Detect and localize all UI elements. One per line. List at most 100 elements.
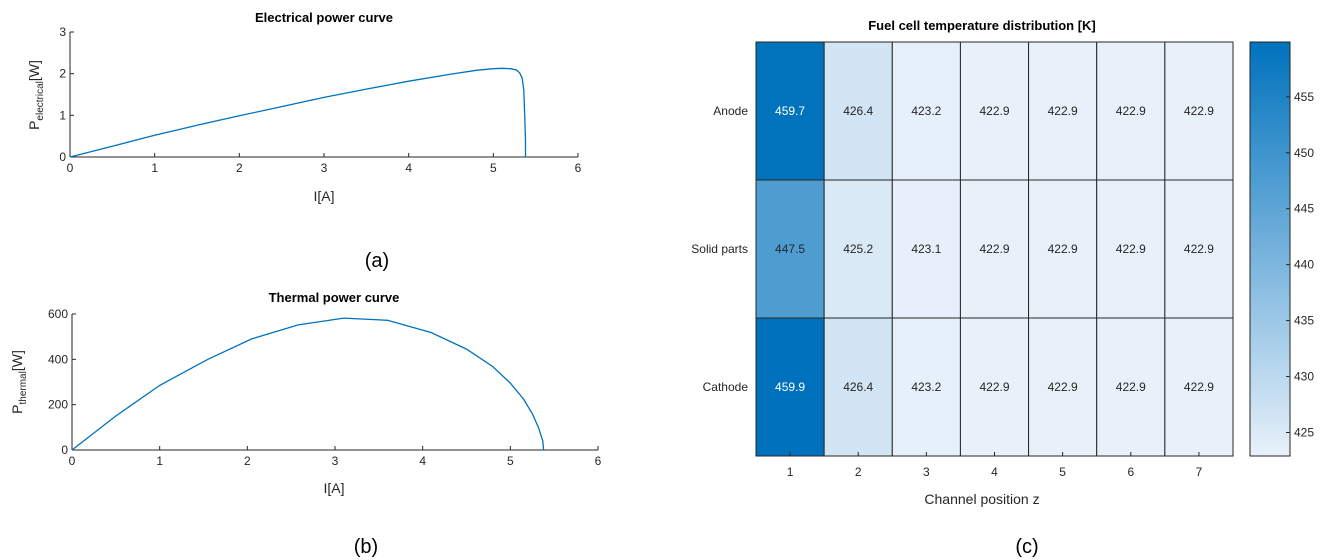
heatmap-cell — [1028, 179, 1098, 319]
heatmap-x-tick-label: 4 — [991, 465, 998, 479]
electrical-series-line — [69, 67, 527, 158]
heatmap-x-tick-label: 5 — [1059, 465, 1066, 479]
heatmap-cell — [755, 179, 825, 319]
heatmap-cell-value: 459.9 — [775, 380, 805, 394]
chart-title-electrical: Electrical power curve — [255, 10, 393, 25]
heatmap-cell — [1028, 317, 1098, 457]
heatmap-cell — [1096, 41, 1166, 181]
heatmap-cell-value: 422.9 — [1048, 242, 1078, 256]
y-axis-label-main: P — [26, 121, 42, 130]
heatmap-row-label: Cathode — [703, 380, 749, 394]
heatmap-cell — [891, 179, 961, 319]
electrical-power-chart: Electrical power curve I[A] Pelectrical[… — [26, 10, 582, 272]
colorbar-tick-label: 440 — [1294, 258, 1314, 272]
heatmap-cell — [891, 317, 961, 457]
thermal-x-tick-label: 3 — [332, 454, 339, 468]
electrical-y-tick-label: 2 — [59, 67, 66, 81]
thermal-x-tick-label: 5 — [507, 454, 514, 468]
heatmap-cell-value: 422.9 — [979, 242, 1009, 256]
heatmap-row-label: Anode — [713, 104, 748, 118]
thermal-power-chart: Thermal power curve I[A] Pthermal[W] (b)… — [9, 290, 602, 558]
heatmap-cell — [823, 179, 893, 319]
electrical-y-tick-label: 1 — [59, 108, 66, 122]
heatmap-cell-value: 426.4 — [843, 380, 873, 394]
heatmap-cell-value: 447.5 — [775, 242, 805, 256]
electrical-x-tick-label: 6 — [575, 161, 582, 175]
colorbar-tick-label: 425 — [1294, 426, 1314, 440]
heatmap-cell-value: 423.2 — [911, 380, 941, 394]
heatmap-cell-value: 422.9 — [979, 104, 1009, 118]
panel-label-b: (b) — [354, 536, 378, 558]
electrical-x-tick-label: 4 — [405, 161, 412, 175]
y-axis-label-unit: [W] — [26, 60, 42, 81]
heatmap-row-label: Solid parts — [691, 242, 748, 256]
thermal-y-tick-label: 0 — [61, 443, 68, 457]
thermal-x-tick-label: 4 — [419, 454, 426, 468]
heatmap-cell — [1164, 317, 1234, 457]
heatmap-cell-value: 422.9 — [1048, 104, 1078, 118]
colorbar-tick-label: 455 — [1294, 90, 1314, 104]
colorbar-tick-label: 435 — [1294, 314, 1314, 328]
heatmap-cell — [1164, 41, 1234, 181]
heatmap-cell — [823, 317, 893, 457]
electrical-x-tick-label: 3 — [321, 161, 328, 175]
thermal-x-tick-label: 1 — [156, 454, 163, 468]
panel-label-c: (c) — [1015, 536, 1038, 558]
heatmap-cell — [823, 41, 893, 181]
electrical-x-tick-label: 1 — [151, 161, 158, 175]
heatmap-cell-value: 423.1 — [911, 242, 941, 256]
heatmap-title: Fuel cell temperature distribution [K] — [868, 18, 1096, 33]
electrical-y-tick-label: 3 — [59, 25, 66, 39]
heatmap-x-tick-label: 7 — [1196, 465, 1203, 479]
heatmap-cell-value: 459.7 — [775, 104, 805, 118]
thermal-x-tick-label: 0 — [69, 454, 76, 468]
heatmap-cell — [959, 179, 1030, 319]
thermal-y-tick-label: 400 — [48, 352, 68, 366]
thermal-x-tick-label: 6 — [595, 454, 602, 468]
x-axis-label-electrical: I[A] — [313, 188, 334, 204]
y-axis-label-thermal: Pthermal[W] — [9, 350, 29, 414]
heatmap-cell-value: 422.9 — [1116, 242, 1146, 256]
y-axis-label-main: P — [9, 405, 25, 414]
heatmap-cell-value: 422.9 — [1116, 104, 1146, 118]
temperature-heatmap: Fuel cell temperature distribution [K] C… — [691, 18, 1314, 558]
panel-label-a: (a) — [365, 250, 389, 272]
heatmap-cell-value: 423.2 — [911, 104, 941, 118]
y-axis-label-subscript: thermal — [18, 371, 29, 404]
thermal-y-tick-label: 600 — [48, 307, 68, 321]
heatmap-cell-value: 422.9 — [1184, 104, 1214, 118]
chart-title-thermal: Thermal power curve — [269, 290, 400, 305]
heatmap-cell-value: 425.2 — [843, 242, 873, 256]
thermal-x-tick-label: 2 — [244, 454, 251, 468]
heatmap-x-tick-label: 2 — [855, 465, 862, 479]
x-axis-label-thermal: I[A] — [323, 480, 344, 496]
y-axis-label-electrical: Pelectrical[W] — [26, 60, 46, 130]
electrical-x-tick-label: 2 — [236, 161, 243, 175]
heatmap-cell-value: 422.9 — [979, 380, 1009, 394]
heatmap-cell — [755, 317, 825, 457]
heatmap-cell-value: 422.9 — [1048, 380, 1078, 394]
electrical-y-tick-label: 0 — [59, 150, 66, 164]
electrical-x-tick-label: 5 — [490, 161, 497, 175]
heatmap-cell — [1164, 179, 1234, 319]
colorbar-tick-label: 445 — [1294, 202, 1314, 216]
thermal-y-tick-label: 200 — [48, 398, 68, 412]
colorbar — [1249, 41, 1291, 457]
heatmap-x-tick-label: 6 — [1127, 465, 1134, 479]
y-axis-label-subscript: electrical — [35, 81, 46, 120]
heatmap-cell — [959, 41, 1030, 181]
colorbar-tick-label: 450 — [1294, 146, 1314, 160]
heatmap-cell-value: 426.4 — [843, 104, 873, 118]
heatmap-cell-value: 422.9 — [1116, 380, 1146, 394]
y-axis-label-unit: [W] — [9, 350, 25, 371]
heatmap-x-axis-label: Channel position z — [924, 491, 1039, 507]
colorbar-tick-label: 430 — [1294, 370, 1314, 384]
heatmap-x-tick-label: 1 — [787, 465, 794, 479]
heatmap-x-tick-label: 3 — [923, 465, 930, 479]
thermal-series-line — [71, 317, 545, 451]
electrical-x-tick-label: 0 — [67, 161, 74, 175]
heatmap-cell-value: 422.9 — [1184, 380, 1214, 394]
heatmap-cell-value: 422.9 — [1184, 242, 1214, 256]
heatmap-cell — [1096, 179, 1166, 319]
